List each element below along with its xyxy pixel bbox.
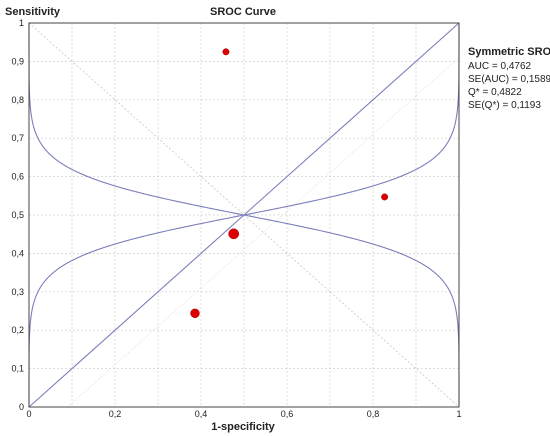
x-axis-label: 1-specificity — [211, 421, 275, 433]
y-tick-label: 0,8 — [11, 95, 24, 105]
study-point — [228, 228, 240, 240]
y-tick-label: 0,1 — [11, 364, 24, 374]
offset-diagonal-line — [67, 57, 460, 408]
grid-lines — [29, 23, 459, 407]
y-tick-labels: 0 0,1 0,2 0,3 0,4 0,5 0,6 0,7 0,8 0,9 1 — [11, 18, 24, 412]
y-tick-label: 0,2 — [11, 325, 24, 335]
sroc-curve-lower — [28, 23, 460, 407]
stat-se-q-star: SE(Q*) = 0,1193 — [468, 100, 541, 111]
x-tick-label: 0,2 — [109, 409, 122, 419]
y-tick-label: 0 — [19, 402, 24, 412]
stat-q-star: Q* = 0,4822 — [468, 87, 522, 98]
y-tick-label: 0,5 — [11, 210, 24, 220]
x-tick-label: 0,4 — [195, 409, 208, 419]
x-tick-label: 1 — [456, 409, 461, 419]
y-tick-label: 1 — [19, 18, 24, 28]
study-point — [222, 48, 230, 56]
plot-frame — [28, 22, 460, 408]
x-tick-label: 0 — [26, 409, 31, 419]
stats-panel: Symmetric SROC AUC = 0,4762 SE(AUC) = 0,… — [468, 46, 550, 111]
stat-auc: AUC = 0,4762 — [468, 61, 532, 72]
chart-title: SROC Curve — [210, 6, 276, 18]
y-tick-label: 0,4 — [11, 248, 24, 258]
y-tick-label: 0,7 — [11, 133, 24, 143]
y-tick-label: 0,6 — [11, 172, 24, 182]
y-axis-label: Sensitivity — [5, 6, 61, 18]
stats-title: Symmetric SROC — [468, 46, 550, 58]
x-tick-label: 0,6 — [281, 409, 294, 419]
stat-se-auc: SE(AUC) = 0,1589 — [468, 74, 550, 85]
x-tick-label: 0,8 — [367, 409, 380, 419]
sroc-curves — [28, 23, 460, 407]
y-tick-label: 0,3 — [11, 287, 24, 297]
study-point — [381, 193, 389, 201]
study-points — [190, 48, 389, 319]
y-tick-label: 0,9 — [11, 56, 24, 66]
x-tick-labels: 0 0,2 0,4 0,6 0,8 1 — [26, 409, 461, 419]
study-point — [190, 308, 200, 319]
